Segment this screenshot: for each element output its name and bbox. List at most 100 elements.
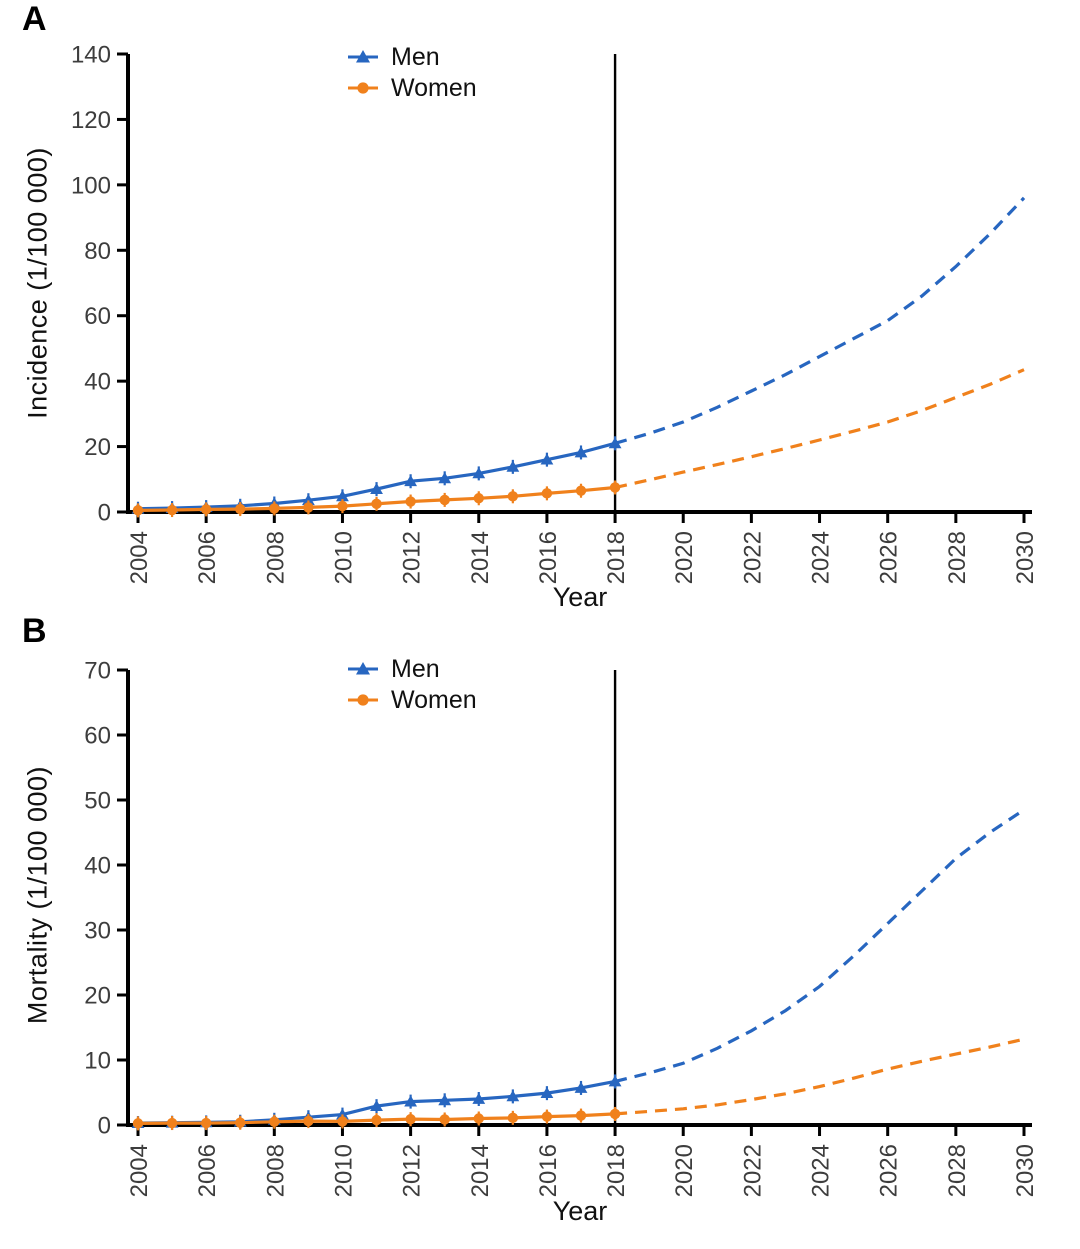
y-tick-label: 70 — [84, 658, 111, 685]
x-axis-title-incidence: Year — [552, 582, 608, 612]
y-tick-label: 140 — [71, 42, 111, 69]
x-tick-label: 2020 — [671, 531, 698, 584]
data-point-marker-circle — [609, 1108, 621, 1120]
data-point-marker-circle — [132, 1118, 144, 1129]
x-tick-label: 2026 — [876, 1144, 903, 1197]
y-tick-label: 20 — [84, 983, 111, 1010]
data-point-marker-circle — [337, 500, 348, 512]
data-point-marker-circle — [166, 504, 178, 516]
data-point-marker-triangle — [370, 1099, 383, 1112]
x-tick-label: 2026 — [876, 531, 903, 584]
x-tick-label: 2012 — [399, 1144, 426, 1197]
x-axis-title-mortality: Year — [552, 1196, 608, 1226]
data-point-marker-circle — [303, 1115, 314, 1127]
panel-label-b: B — [22, 612, 47, 650]
x-tick-label: 2008 — [262, 531, 289, 584]
legend: Men Women — [345, 43, 477, 102]
series-line-women-projected- — [614, 1037, 1025, 1116]
x-tick-label: 2006 — [194, 1144, 221, 1197]
data-point-marker-circle — [200, 504, 212, 515]
x-tick-label: 2028 — [944, 531, 971, 584]
women-series-marker-icon — [348, 82, 378, 94]
data-point-marker-triangle — [404, 1095, 418, 1107]
data-point-marker-circle — [507, 1112, 519, 1124]
data-point-marker-circle — [235, 1117, 246, 1128]
x-tick-label: 2004 — [126, 531, 153, 584]
men-series-marker-icon — [348, 662, 378, 675]
y-tick-label: 0 — [98, 500, 111, 527]
x-tick-label: 2014 — [467, 1144, 494, 1197]
data-point-marker-circle — [303, 502, 314, 513]
data-point-marker-circle — [371, 498, 382, 510]
women-series-marker-icon — [348, 694, 378, 706]
x-tick-label: 2020 — [671, 1144, 698, 1197]
y-axis-title-mortality: Mortality (1/100 000) — [22, 765, 53, 1025]
data-point-marker-circle — [473, 1113, 484, 1124]
legend-item-women: Women — [345, 74, 477, 102]
y-tick-label: 120 — [71, 107, 111, 134]
data-point-marker-triangle — [301, 494, 315, 506]
data-point-marker-triangle — [404, 475, 418, 487]
data-point-marker-circle — [609, 482, 621, 493]
panel-incidence: 0 20 40 60 80 100 120 140 2004 2006 2008 2010 2012 20… — [0, 0, 1080, 612]
data-point-marker-circle — [405, 496, 416, 507]
legend-item-men: Men — [345, 655, 477, 683]
legend-item-men: Men — [345, 43, 477, 71]
data-point-marker-circle — [200, 1117, 212, 1129]
x-tick-label: 2030 — [1012, 531, 1039, 584]
data-point-marker-circle — [371, 1114, 382, 1126]
data-point-marker-triangle — [438, 472, 452, 484]
y-tick-label: 10 — [84, 1048, 111, 1075]
x-tick-label: 2010 — [330, 1144, 357, 1197]
x-tick-label: 2022 — [739, 1144, 766, 1197]
data-point-marker-circle — [405, 1113, 416, 1125]
legend-label-men: Men — [391, 654, 440, 683]
y-tick-label: 80 — [84, 238, 111, 265]
x-tick-label: 2016 — [535, 1144, 562, 1197]
data-point-marker-triangle — [506, 1090, 520, 1102]
y-tick-label: 60 — [84, 723, 111, 750]
y-tick-label: 40 — [84, 853, 111, 880]
y-tick-label: 40 — [84, 369, 111, 396]
y-tick-label: 20 — [84, 434, 111, 461]
y-axis-title-incidence: Incidence (1/100 000) — [22, 147, 53, 419]
panel-mortality: 0 10 20 30 40 50 60 70 2004 2006 2008 2010 2012 2014 2… — [0, 612, 1080, 1249]
data-point-marker-circle — [269, 503, 280, 514]
x-tick-label: 2008 — [262, 1144, 289, 1197]
legend-label-women: Women — [391, 685, 477, 714]
data-point-marker-circle — [541, 1111, 553, 1122]
data-point-marker-triangle — [472, 467, 486, 479]
data-point-marker-triangle — [336, 490, 349, 502]
legend-label-men: Men — [391, 42, 440, 71]
data-point-marker-triangle — [574, 446, 588, 458]
y-tick-label: 30 — [84, 918, 111, 945]
y-tick-label: 100 — [71, 172, 111, 199]
x-tick-label: 2004 — [126, 1144, 153, 1197]
y-tick-label: 0 — [98, 1113, 111, 1140]
legend-item-women: Women — [345, 686, 477, 714]
data-point-marker-triangle — [370, 482, 383, 494]
data-point-marker-circle — [541, 488, 553, 499]
data-point-marker-triangle — [540, 453, 554, 465]
data-point-marker-circle — [439, 494, 450, 506]
data-point-marker-circle — [439, 1114, 450, 1125]
data-point-marker-circle — [473, 493, 484, 504]
data-point-marker-triangle — [506, 460, 520, 472]
x-tick-label: 2018 — [603, 531, 630, 584]
x-tick-label: 2010 — [330, 531, 357, 584]
men-series-marker-icon — [348, 50, 378, 63]
panel-label-a: A — [22, 0, 47, 38]
incidence-chart: 0 20 40 60 80 100 120 140 2004 2006 2008 2010 2012 20… — [71, 42, 1039, 585]
data-point-marker-circle — [575, 485, 587, 496]
x-tick-label: 2028 — [944, 1144, 971, 1197]
data-point-marker-circle — [166, 1117, 178, 1129]
data-point-marker-circle — [337, 1116, 348, 1127]
series-line-men-projected- — [614, 808, 1025, 1083]
data-point-marker-triangle — [574, 1081, 588, 1093]
x-tick-label: 2006 — [194, 531, 221, 584]
x-tick-label: 2016 — [535, 531, 562, 584]
x-tick-label: 2024 — [808, 1144, 835, 1197]
x-tick-label: 2022 — [739, 531, 766, 584]
x-tick-label: 2012 — [399, 531, 426, 584]
